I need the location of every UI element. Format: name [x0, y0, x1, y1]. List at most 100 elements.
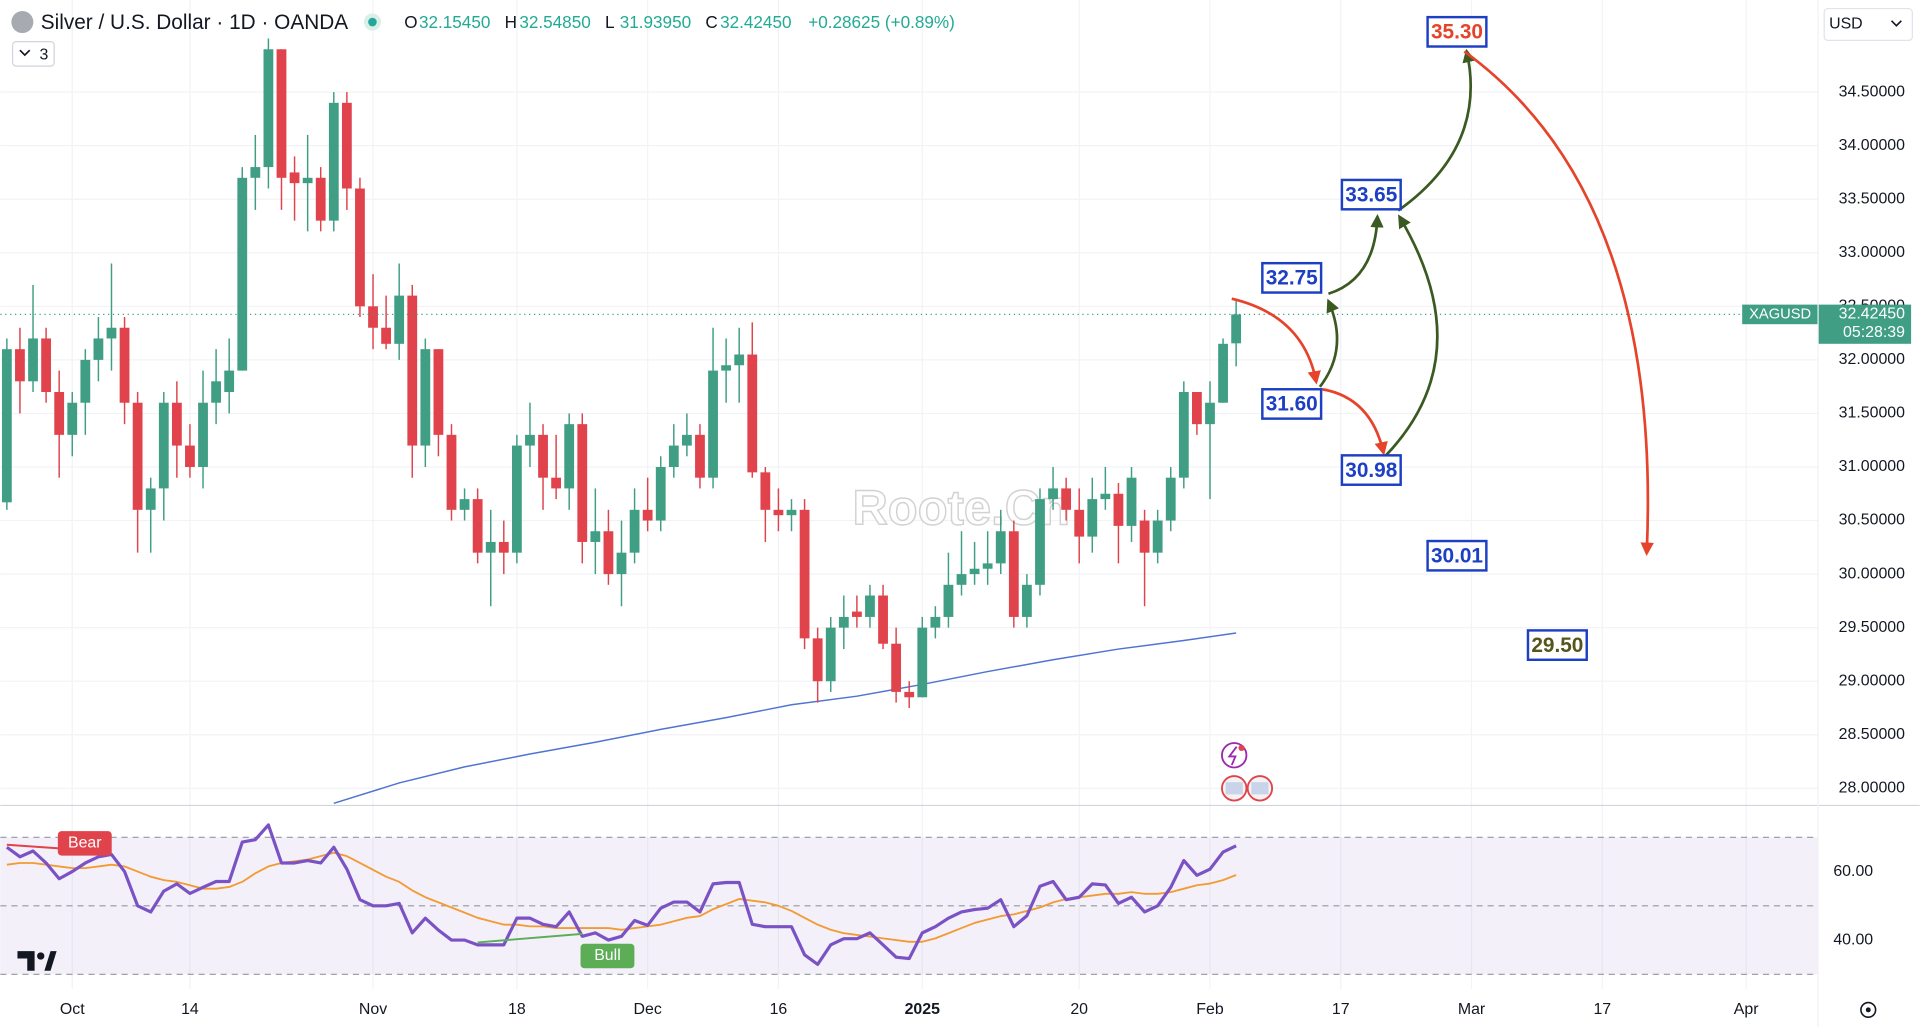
- price-tag: [1818, 304, 1912, 344]
- candle-body: [472, 499, 483, 553]
- candle-body: [538, 434, 548, 478]
- event-icon-glyph: [1227, 746, 1238, 766]
- candle-body: [551, 477, 562, 489]
- legend-value: 32.42450: [720, 12, 791, 32]
- candle-body: [1061, 488, 1072, 510]
- candle-body: [511, 445, 522, 553]
- arrow: [1322, 387, 1388, 456]
- candle-body: [368, 306, 378, 328]
- rsi-line: [5, 823, 1237, 966]
- candle-body: [995, 531, 1006, 564]
- arrow: [1397, 48, 1476, 212]
- target-label: 33.65: [1345, 183, 1397, 206]
- candle-body: [158, 402, 169, 489]
- x-tick-label: 16: [770, 1001, 788, 1018]
- candle-body: [119, 327, 130, 403]
- candle-body: [590, 531, 601, 542]
- candle-body: [407, 295, 418, 446]
- candle-body: [904, 691, 915, 698]
- candle-body: [1074, 509, 1085, 537]
- arrow: [1318, 298, 1339, 388]
- candle-body: [681, 434, 692, 446]
- legend-key: C: [705, 12, 717, 32]
- x-tick-label: Nov: [359, 1001, 387, 1018]
- legend-value: 32.54850: [519, 12, 590, 32]
- candle-body: [1178, 392, 1189, 478]
- y-tick-label: 34.50000: [1839, 83, 1905, 100]
- candle-body: [381, 327, 392, 344]
- candle-body: [695, 434, 705, 478]
- countdown: 05:28:39: [1843, 324, 1905, 341]
- change: +0.28625 (+0.89%): [808, 12, 955, 32]
- symbol-title[interactable]: Silver / U.S. Dollar · 1D · OANDA: [41, 11, 349, 34]
- y-tick-label: 34.00000: [1839, 137, 1905, 154]
- currency: USD: [1829, 16, 1863, 33]
- indicator-toggle[interactable]: [11, 41, 55, 67]
- candle-body: [93, 338, 104, 360]
- candle-body: [67, 402, 78, 435]
- candle-body: [54, 392, 65, 435]
- arrow: [1385, 214, 1439, 457]
- y-tick-label: 29.00000: [1839, 672, 1905, 689]
- candle-body: [616, 552, 627, 575]
- status-dot: [368, 17, 377, 27]
- y-tick-label: 30.50000: [1839, 512, 1905, 529]
- candle-body: [237, 177, 248, 371]
- candle-body: [930, 616, 941, 628]
- x-tick-label: 18: [508, 1001, 526, 1018]
- target-box: [1261, 261, 1323, 294]
- flag: [1251, 782, 1269, 795]
- x-tick-label: Dec: [634, 1001, 662, 1018]
- candle-body: [773, 509, 784, 516]
- candle-body: [891, 643, 902, 692]
- watermark: Roote.Cn: [852, 482, 1070, 536]
- candle-body: [1126, 477, 1137, 526]
- target-box: [1340, 178, 1402, 211]
- candle-body: [603, 531, 614, 575]
- y-tick-label: 28.50000: [1839, 726, 1905, 743]
- target-label: 35.30: [1431, 21, 1483, 44]
- candle-body: [851, 611, 862, 617]
- candle-body: [276, 49, 287, 178]
- event-icons: [1221, 742, 1274, 802]
- x-tick-label: Oct: [60, 1001, 85, 1018]
- candle-body: [355, 188, 365, 307]
- candle-body: [1205, 402, 1215, 425]
- y-tick-label: 30.00000: [1839, 565, 1905, 582]
- target-box: [1426, 15, 1488, 48]
- target-label: 30.98: [1345, 459, 1397, 482]
- rsi-pane: 60.00 40.00 Bear Bull: [0, 823, 1873, 975]
- candle-body: [1, 349, 12, 503]
- legend-value: 32.15450: [419, 12, 490, 32]
- settings-button[interactable]: [1860, 1001, 1877, 1019]
- candle-body: [1152, 520, 1163, 553]
- candle-body: [1139, 520, 1150, 553]
- candle-body: [171, 402, 182, 446]
- legend-key: L: [605, 12, 615, 32]
- candle-body: [420, 349, 431, 446]
- candle-body: [577, 424, 588, 542]
- currency-button[interactable]: [1823, 7, 1913, 42]
- candle-body: [433, 349, 444, 435]
- y-tick-label: 31.00000: [1839, 458, 1905, 475]
- ohlc-legend: O 32.15450 H 32.54850 L 31.93950 C 32.42450: [404, 12, 791, 32]
- x-tick-label: Mar: [1458, 1001, 1486, 1018]
- legend-value: 31.93950: [620, 12, 691, 32]
- candle-body: [289, 172, 300, 184]
- candle-body: [969, 568, 980, 575]
- divergence-tag: [57, 831, 112, 856]
- arrow: [1231, 297, 1321, 385]
- y-tick-label: 31.50000: [1839, 405, 1905, 422]
- moving-average: [333, 632, 1237, 805]
- candle-body: [15, 349, 25, 382]
- rsi-tick-label: 40.00: [1833, 931, 1873, 948]
- candle-body: [224, 370, 235, 393]
- candle-body: [825, 627, 836, 682]
- header: Silver / U.S. Dollar · 1D · OANDA O 32.15…: [11, 7, 1913, 67]
- logo-part: [44, 951, 57, 971]
- divergence-tag: [580, 943, 635, 969]
- legend-key: O: [404, 12, 417, 32]
